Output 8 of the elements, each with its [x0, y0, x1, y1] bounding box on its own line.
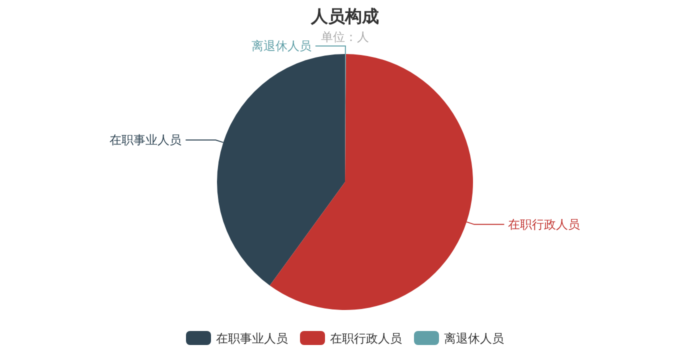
legend-label: 在职行政人员 — [330, 332, 402, 346]
slice-label: 离退休人员 — [251, 39, 312, 53]
slice-label: 在职事业人员 — [110, 132, 182, 147]
chart-title: 人员构成 — [310, 7, 379, 27]
legend-label: 离退休人员 — [444, 332, 504, 346]
legend-label: 在职事业人员 — [216, 332, 288, 346]
slice-label: 在职行政人员 — [508, 217, 580, 232]
chart-subtitle: 单位：人 — [321, 30, 369, 44]
